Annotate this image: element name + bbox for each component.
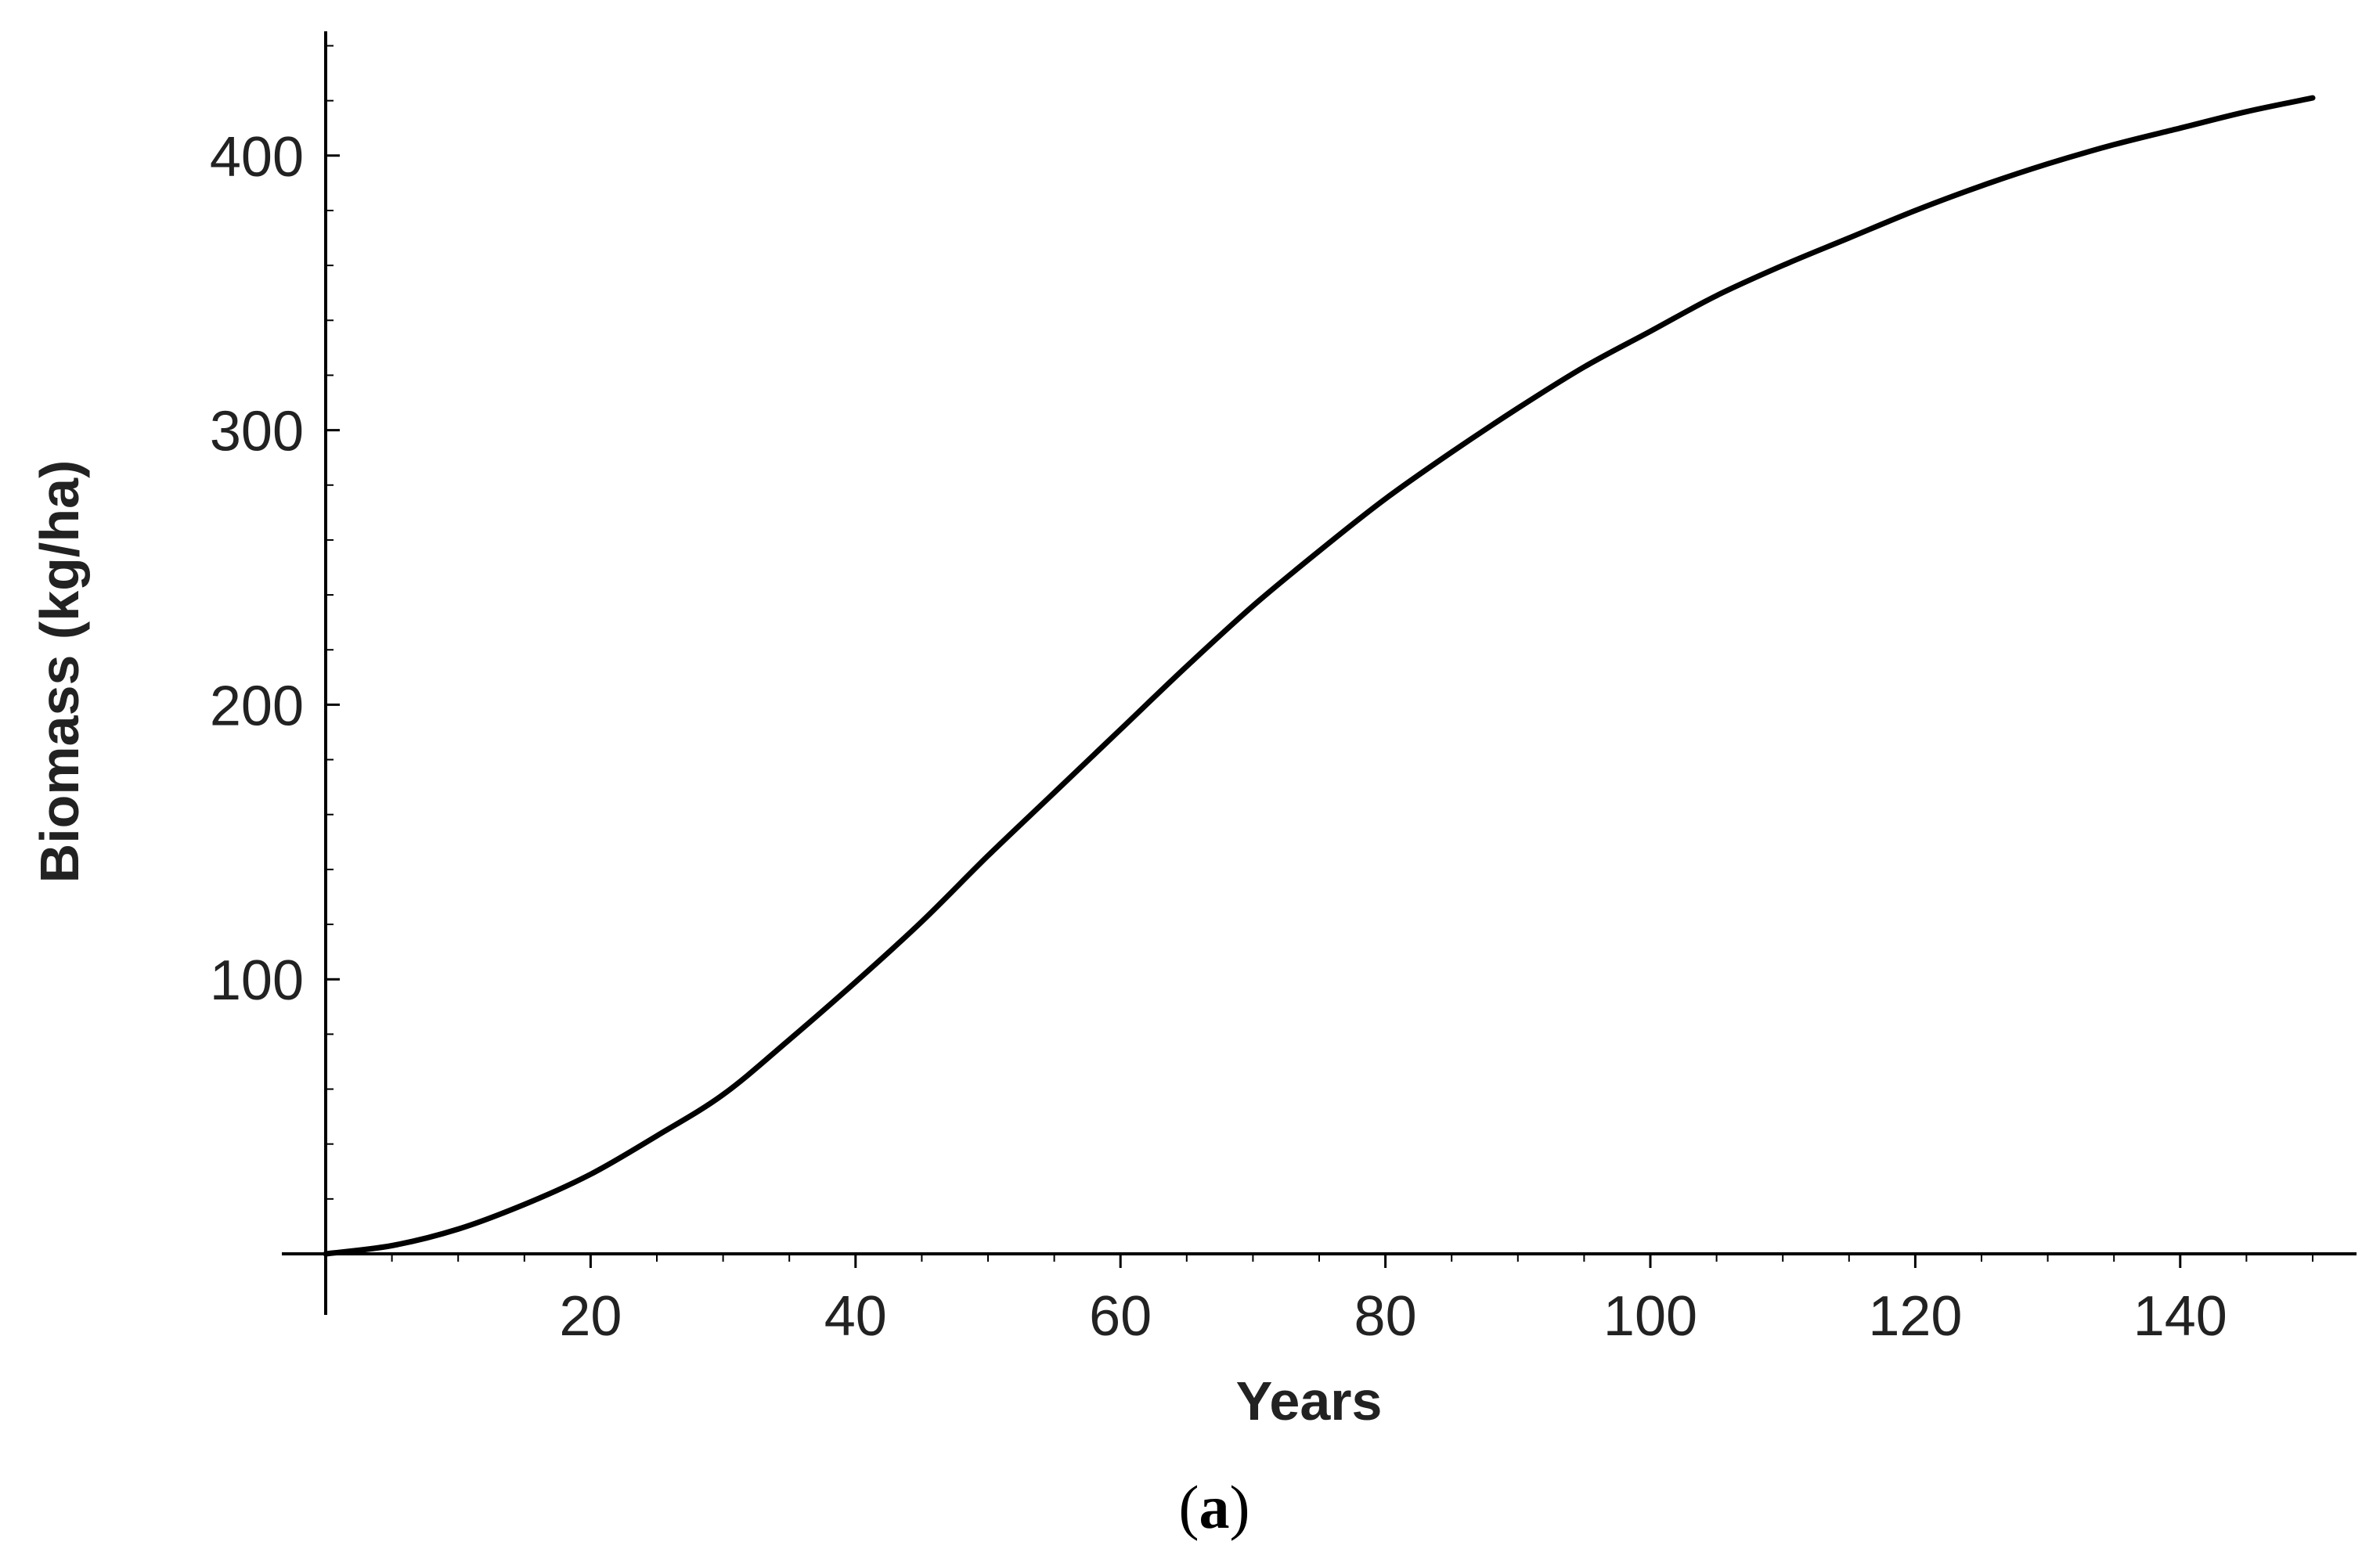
axis-ticks xyxy=(326,45,2313,1268)
x-axis-title: Years xyxy=(1236,1370,1383,1432)
y-tick-label: 300 xyxy=(210,401,304,463)
y-axis-title: Biomass (kg/ha) xyxy=(29,460,90,884)
x-tick-label: 40 xyxy=(824,1285,887,1348)
x-tick-label: 20 xyxy=(559,1285,622,1348)
x-tick-label: 100 xyxy=(1603,1285,1697,1348)
x-tick-label: 60 xyxy=(1089,1285,1152,1348)
y-tick-label: 100 xyxy=(210,949,304,1012)
y-tick-label: 400 xyxy=(210,126,304,189)
series-layer xyxy=(323,95,2316,1257)
caption-label: a xyxy=(1199,1473,1230,1541)
axis-tick-labels: 20 40 60 80 100 120 140 100 200 300 400 xyxy=(210,126,2227,1348)
caption-close-paren: ) xyxy=(1230,1473,1250,1541)
axis-titles: Years Biomass (kg/ha) xyxy=(29,460,1382,1432)
figure-caption: (a) xyxy=(1179,1473,1250,1541)
x-tick-label: 140 xyxy=(2133,1285,2227,1348)
y-tick-label: 200 xyxy=(210,675,304,737)
x-tick-label: 80 xyxy=(1354,1285,1417,1348)
biomass-series-line xyxy=(323,95,2316,1257)
x-tick-label: 120 xyxy=(1868,1285,1962,1348)
caption-open-paren: ( xyxy=(1179,1473,1199,1541)
